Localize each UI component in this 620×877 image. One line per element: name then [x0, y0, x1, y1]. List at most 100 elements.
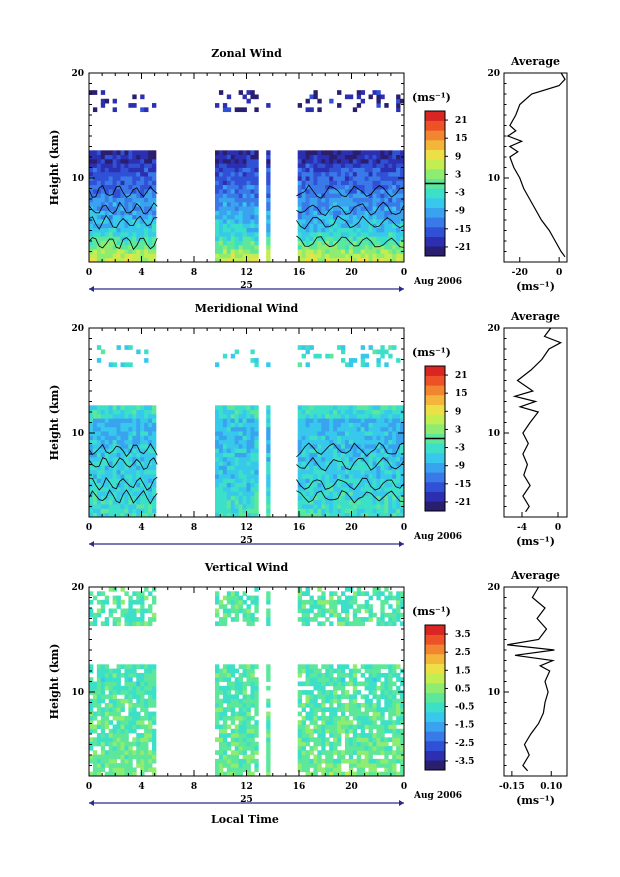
average-frame: [504, 587, 567, 776]
average-title: Average: [510, 55, 560, 68]
colorbar-step: [425, 198, 445, 208]
colorbar-tick-label: -2.5: [455, 739, 474, 749]
average-y-tick-label: 20: [487, 69, 500, 79]
colorbar-step: [425, 227, 445, 237]
x-tick-label: 4: [138, 523, 144, 533]
colorbar-tick-label: -0.5: [455, 703, 474, 713]
x-tick-label: 16: [293, 782, 306, 792]
x-tick-label: 12: [240, 268, 253, 278]
average-x-tick-label: -20: [512, 268, 528, 278]
average-x-tick-label: -4: [517, 523, 527, 533]
colorbar-step: [425, 683, 445, 693]
x-tick-label: 8: [191, 268, 197, 278]
average-x-tick-label: -0.15: [499, 782, 525, 792]
average-frame: [504, 328, 567, 517]
day-label: 25: [240, 536, 253, 546]
colorbar-step: [425, 395, 445, 405]
colorbar-step: [425, 501, 445, 511]
average-x-label: (ms⁻¹): [516, 280, 555, 293]
colorbar-tick-label: -9: [455, 207, 465, 217]
colorbar-tick-label: -3: [455, 189, 465, 199]
colorbar-tick-label: 15: [455, 389, 468, 399]
colorbar-step: [425, 635, 445, 645]
colorbar-tick-label: -3.5: [455, 757, 474, 767]
colorbar: 3.52.51.50.5-0.5-1.5-2.5-3.5(ms⁻¹): [412, 605, 474, 770]
date-label: Aug 2006: [413, 532, 462, 542]
date-label: Aug 2006: [413, 791, 462, 801]
average-x-tick-label: 0: [556, 268, 562, 278]
y-tick-label: 20: [71, 583, 84, 593]
local-time-label: Local Time: [211, 813, 279, 826]
colorbar-step: [425, 644, 445, 654]
y-axis-label: Height (km): [48, 644, 61, 720]
colorbar-tick-label: 21: [455, 116, 468, 126]
colorbar-step: [425, 405, 445, 415]
colorbar-tick-label: 1.5: [455, 666, 471, 676]
x-tick-label: 0: [401, 523, 407, 533]
colorbar-step: [425, 140, 445, 150]
average-title: Average: [510, 569, 560, 582]
x-tick-label: 0: [401, 268, 407, 278]
colorbar-step: [425, 751, 445, 761]
average-y-tick-label: 10: [487, 174, 500, 184]
x-tick-label: 16: [293, 268, 306, 278]
y-tick-label: 10: [71, 429, 84, 439]
colorbar-units: (ms⁻¹): [412, 91, 451, 104]
colorbar-tick-label: -15: [455, 480, 471, 490]
colorbar-tick-label: 3: [455, 425, 461, 435]
colorbar-step: [425, 472, 445, 482]
average-profile-line: [507, 587, 554, 771]
panel-title: Zonal Wind: [211, 47, 282, 60]
average-x-tick-label: 0.10: [540, 782, 562, 792]
average-panel: Average 20 10 -20 0(ms⁻¹): [487, 55, 567, 293]
colorbar-step: [425, 217, 445, 227]
x-tick-label: 12: [240, 523, 253, 533]
colorbar-step: [425, 453, 445, 463]
colorbar-step: [425, 376, 445, 386]
y-axis-label: Height (km): [48, 130, 61, 206]
heatmap-field: [89, 345, 404, 517]
colorbar-tick-label: 2.5: [455, 648, 471, 658]
colorbar-step: [425, 159, 445, 169]
colorbar-step: [425, 463, 445, 473]
average-y-tick-label: 10: [487, 429, 500, 439]
average-profile-line: [515, 328, 561, 512]
y-tick-label: 10: [71, 174, 84, 184]
colorbar-step: [425, 385, 445, 395]
average-y-tick-label: 20: [487, 324, 500, 334]
colorbar-tick-label: -15: [455, 225, 471, 235]
colorbar-step: [425, 664, 445, 674]
average-y-tick-label: 10: [487, 688, 500, 698]
colorbar-tick-label: -21: [455, 498, 471, 508]
colorbar-step: [425, 208, 445, 218]
average-title: Average: [510, 310, 560, 323]
y-tick-label: 20: [71, 324, 84, 334]
colorbar-step: [425, 693, 445, 703]
colorbar-tick-label: -1.5: [455, 721, 474, 731]
colorbar-step: [425, 492, 445, 502]
panel-title: Vertical Wind: [204, 561, 289, 574]
y-tick-label: 20: [71, 69, 84, 79]
colorbar-step: [425, 760, 445, 770]
panel-title: Meridional Wind: [195, 302, 299, 315]
colorbar-step: [425, 654, 445, 664]
x-tick-label: 0: [86, 268, 92, 278]
colorbar-step: [425, 130, 445, 140]
colorbar-tick-label: -21: [455, 243, 471, 253]
colorbar-tick-label: 3: [455, 170, 461, 180]
x-tick-label: 20: [345, 782, 358, 792]
y-tick-label: 10: [71, 688, 84, 698]
average-x-label: (ms⁻¹): [516, 535, 555, 548]
x-tick-label: 4: [138, 782, 144, 792]
colorbar-tick-label: -3: [455, 444, 465, 454]
colorbar-step: [425, 702, 445, 712]
x-tick-label: 20: [345, 523, 358, 533]
